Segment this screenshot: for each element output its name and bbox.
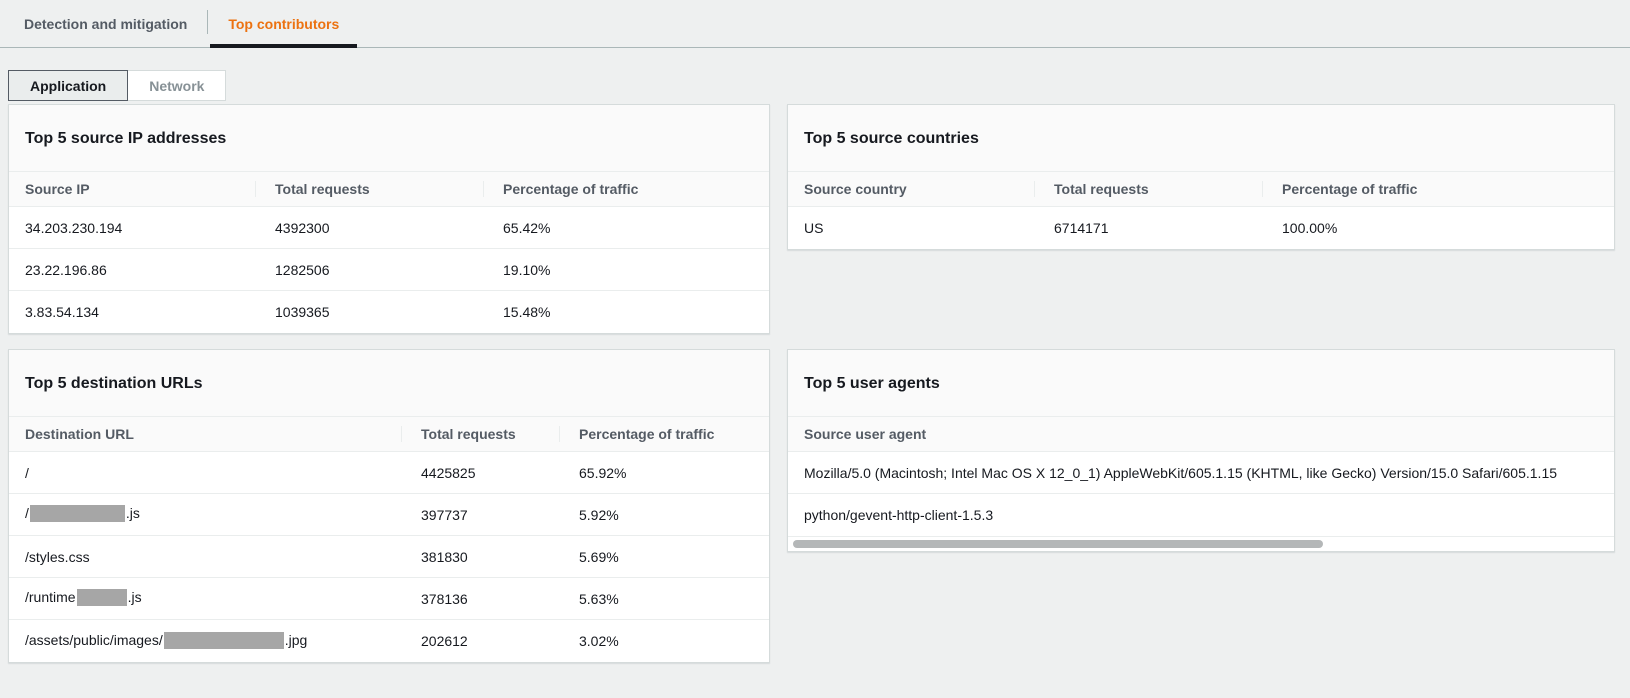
table-cell: 23.22.196.86: [25, 261, 107, 278]
panel-title: Top 5 destination URLs: [25, 375, 203, 392]
panel-header: Top 5 source countries: [788, 105, 1614, 171]
cell-text: /: [25, 505, 29, 522]
column-header: Total requests: [401, 426, 559, 442]
table-row: 3.83.54.134 1039365 15.48%: [9, 291, 769, 333]
source-ips-table: Source IP Total requests Percentage of tra…: [9, 171, 769, 333]
table-row: 34.203.230.194 4392300 65.42%: [9, 207, 769, 249]
table-cell: python/gevent-http-client-1.5.3: [804, 507, 994, 523]
table-row: python/gevent-http-client-1.5.3: [788, 494, 1614, 536]
table-cell: 65.42%: [503, 219, 551, 236]
tab-bar: Detection and mitigation Top contributor…: [0, 0, 1630, 48]
table-cell: US: [804, 220, 824, 236]
table-cell: Mozilla/5.0 (Macintosh; Intel Mac OS X 1…: [804, 464, 1558, 481]
table-cell: 100.00%: [1282, 220, 1338, 236]
column-header: Source country: [804, 181, 907, 197]
panel-header: Top 5 destination URLs: [9, 350, 769, 416]
table-row: / 4425825 65.92%: [9, 452, 769, 494]
table-cell: 3.83.54.134: [25, 304, 99, 320]
table-cell: /styles.css: [9, 549, 401, 565]
table-row: 23.22.196.86 1282506 19.10%: [9, 249, 769, 291]
table-cell: 4425825: [421, 464, 476, 481]
table-cell: 34.203.230.194: [25, 219, 123, 236]
table-cell: 5.63%: [579, 590, 619, 607]
table-cell: /assets/public/images/ .jpg: [9, 631, 401, 651]
tab-divider: [207, 10, 209, 34]
horizontal-scrollbar-track[interactable]: [788, 536, 1614, 551]
table-row: /runtime .js 378136 5.63%: [9, 578, 769, 620]
tab-label: Detection and mitigation: [24, 15, 188, 32]
panels-grid: Top 5 source IP addresses Source IP Total…: [8, 104, 1615, 663]
cell-text: /styles.css: [25, 548, 90, 565]
table-cell: 202612: [421, 633, 468, 649]
table-cell: 1282506: [275, 261, 330, 278]
table-cell: 5.92%: [579, 506, 619, 523]
application-toggle-button[interactable]: Application: [8, 70, 129, 101]
table-cell: / .js: [9, 505, 401, 524]
table-cell: 1039365: [275, 304, 330, 320]
table-cell: 381830: [421, 548, 468, 565]
cell-text: .jpg: [284, 631, 308, 648]
top-contributors-content: Application Network Top 5 source IP addr…: [0, 48, 1630, 663]
redaction-box: [163, 631, 284, 649]
network-toggle-button[interactable]: Network: [127, 70, 227, 101]
table-header-row: Destination URL Total requests Percentage …: [9, 416, 769, 452]
panel-title: Top 5 user agents: [804, 375, 940, 392]
column-header: Source user agent: [804, 426, 927, 442]
panel-top-user-agents: Top 5 user agents Source user agent Mozil…: [787, 349, 1615, 552]
redaction-box: [29, 505, 125, 522]
table-header-row: Source user agent: [788, 416, 1614, 452]
table-row: US 6714171 100.00%: [788, 207, 1614, 249]
column-header: Percentage of traffic: [1262, 181, 1614, 197]
tab-top-contributors[interactable]: Top contributors: [208, 0, 359, 48]
table-cell: 15.48%: [503, 304, 551, 320]
table-cell: 6714171: [1054, 220, 1109, 236]
column-header: Percentage of traffic: [483, 181, 769, 197]
table-cell: 65.92%: [579, 464, 627, 481]
table-row: /assets/public/images/ .jpg 202612 3.02%: [9, 620, 769, 662]
panel-top-destination-urls: Top 5 destination URLs Destination URL To…: [8, 349, 770, 663]
cell-text: .js: [127, 589, 142, 606]
redaction-box: [76, 589, 127, 606]
table-cell: /: [9, 465, 401, 481]
panel-title: Top 5 source IP addresses: [25, 130, 227, 147]
table-cell: 3.02%: [579, 633, 619, 649]
destination-urls-table: Destination URL Total requests Percentage …: [9, 416, 769, 662]
table-cell: 378136: [421, 590, 468, 607]
table-header-row: Source IP Total requests Percentage of tra…: [9, 171, 769, 207]
column-header: Source IP: [25, 181, 90, 197]
cell-text: .js: [125, 505, 140, 522]
column-header: Total requests: [255, 181, 483, 197]
tab-label: Top contributors: [228, 15, 340, 32]
panel-title: Top 5 source countries: [804, 130, 979, 147]
cell-text: /runtime: [25, 589, 76, 606]
source-countries-table: Source country Total requests Percentage o…: [788, 171, 1614, 249]
cell-text: /assets/public/images/: [25, 631, 163, 648]
cell-text: /: [25, 464, 29, 481]
table-row: / .js 397737 5.92%: [9, 494, 769, 536]
table-cell: 397737: [421, 506, 468, 523]
panel-header: Top 5 source IP addresses: [9, 105, 769, 171]
table-cell: /runtime .js: [9, 589, 401, 608]
column-header: Percentage of traffic: [559, 426, 769, 442]
panel-top-source-ips: Top 5 source IP addresses Source IP Total…: [8, 104, 770, 334]
table-cell: 4392300: [275, 219, 330, 236]
panel-top-source-countries: Top 5 source countries Source country Tot…: [787, 104, 1615, 250]
table-cell: 19.10%: [503, 261, 551, 278]
table-cell: 5.69%: [579, 548, 619, 565]
tab-detection-and-mitigation[interactable]: Detection and mitigation: [4, 0, 207, 47]
table-header-row: Source country Total requests Percentage o…: [788, 171, 1614, 207]
traffic-layer-toggle: Application Network: [8, 70, 227, 101]
column-header: Total requests: [1034, 181, 1262, 197]
column-header: Destination URL: [25, 426, 134, 442]
user-agents-table: Source user agent Mozilla/5.0 (Macintosh;…: [788, 416, 1614, 536]
panel-header: Top 5 user agents: [788, 350, 1614, 416]
table-row: Mozilla/5.0 (Macintosh; Intel Mac OS X 1…: [788, 452, 1614, 494]
table-row: /styles.css 381830 5.69%: [9, 536, 769, 578]
horizontal-scrollbar-thumb[interactable]: [793, 540, 1324, 548]
